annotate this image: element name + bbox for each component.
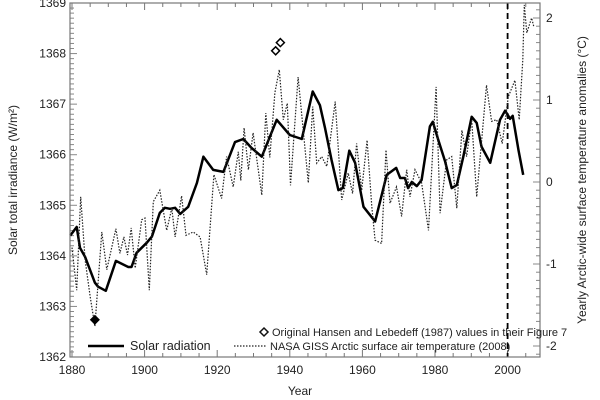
y-right-tick-label: 1 — [546, 93, 553, 107]
ticks-layer: 1880 1900 1920 1940 1960 1980 2000 1362 1363 1364… — [39, 0, 557, 377]
x-tick-label: 2000 — [494, 363, 521, 377]
marks-layer — [69, 3, 535, 357]
y-right-tick-label: -1 — [546, 257, 557, 271]
y-right-tick-label: 2 — [546, 11, 553, 25]
nasa-giss-temperature-line — [71, 4, 535, 327]
y-left-tick-label: 1367 — [39, 97, 66, 111]
x-tick-label: 1880 — [59, 363, 86, 377]
filled-diamond-marker — [89, 314, 100, 325]
x-tick-label: 1900 — [131, 363, 158, 377]
y-axis-right-label: Yearly Arctic-wide surface temperature a… — [575, 36, 589, 324]
y-left-tick-label: 1369 — [39, 0, 66, 10]
hansen-diamond-marker — [275, 37, 286, 48]
legend: Original Hansen and Lebedeff (1987) valu… — [88, 326, 567, 353]
x-axis-label: Year — [288, 384, 312, 398]
legend-open-diamond-marker — [258, 326, 270, 338]
legend-label-hansen: Original Hansen and Lebedeff (1987) valu… — [272, 327, 567, 339]
hansen-diamond-marker — [270, 45, 281, 56]
x-tick-label: 1980 — [422, 363, 449, 377]
y-axis-left-label: Solar total irradiance (W/m²) — [6, 105, 20, 255]
x-tick-label: 1920 — [204, 363, 231, 377]
plot-frame — [69, 2, 541, 358]
y-left-tick-label: 1365 — [39, 198, 66, 212]
x-tick-label: 1940 — [276, 363, 303, 377]
x-tick-label: 1960 — [349, 363, 376, 377]
legend-label-nasa: NASA GISS Arctic surface air temperature… — [270, 341, 510, 353]
y-left-tick-label: 1366 — [39, 148, 66, 162]
y-right-tick-label: 0 — [546, 175, 553, 189]
y-left-tick-label: 1363 — [39, 299, 66, 313]
y-left-tick-label: 1364 — [39, 249, 66, 263]
y-left-tick-label: 1368 — [39, 47, 66, 61]
solar-radiation-line — [69, 90, 525, 293]
y-right-tick-label: -2 — [546, 339, 557, 353]
y-left-tick-label: 1362 — [39, 350, 66, 364]
legend-label-solar: Solar radiation — [130, 339, 211, 353]
